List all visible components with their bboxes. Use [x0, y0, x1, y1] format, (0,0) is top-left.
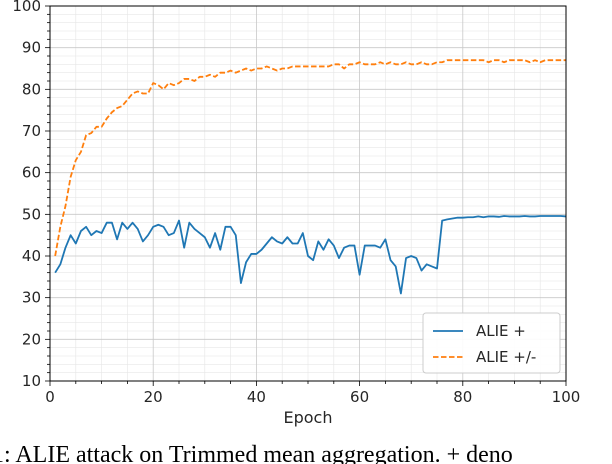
series-line-2: [54, 59, 566, 257]
legend-label-2: ALIE +/-: [476, 348, 536, 366]
y-tick-label: 40: [22, 247, 41, 265]
y-tick-label: 50: [22, 205, 41, 223]
legend-box: [422, 312, 561, 374]
caption-text: 1: ALIE attack on Trimmed mean aggregati…: [0, 442, 513, 464]
legend-label-1: ALIE +: [476, 322, 526, 340]
y-tick-label: 30: [22, 289, 41, 307]
y-tick-label: 10: [22, 372, 41, 390]
x-tick-label: 60: [350, 388, 369, 406]
series-lines: [54, 59, 567, 295]
y-tick-label: 20: [22, 330, 41, 348]
x-tick-label: 100: [552, 388, 581, 406]
legend: ALIE + ALIE +/-: [422, 312, 561, 374]
x-tick-label: 0: [45, 388, 55, 406]
x-tick-label: 80: [453, 388, 472, 406]
y-tick-label: 100: [12, 0, 41, 15]
x-axis-label: Epoch: [284, 408, 333, 427]
x-tick-label: 40: [247, 388, 266, 406]
x-tick-label: 20: [144, 388, 163, 406]
series-line-1: [54, 215, 567, 295]
y-tick-label: 90: [22, 39, 41, 57]
y-tick-label: 60: [22, 164, 41, 182]
y-tick-label: 70: [22, 122, 41, 140]
axis-ticks: 0 20 40 60 80 100 10 20 30 40 50 60 70 80 90 100: [12, 0, 580, 406]
y-tick-label: 80: [22, 80, 41, 98]
figure-caption: 1: ALIE attack on Trimmed mean aggregati…: [0, 440, 612, 464]
